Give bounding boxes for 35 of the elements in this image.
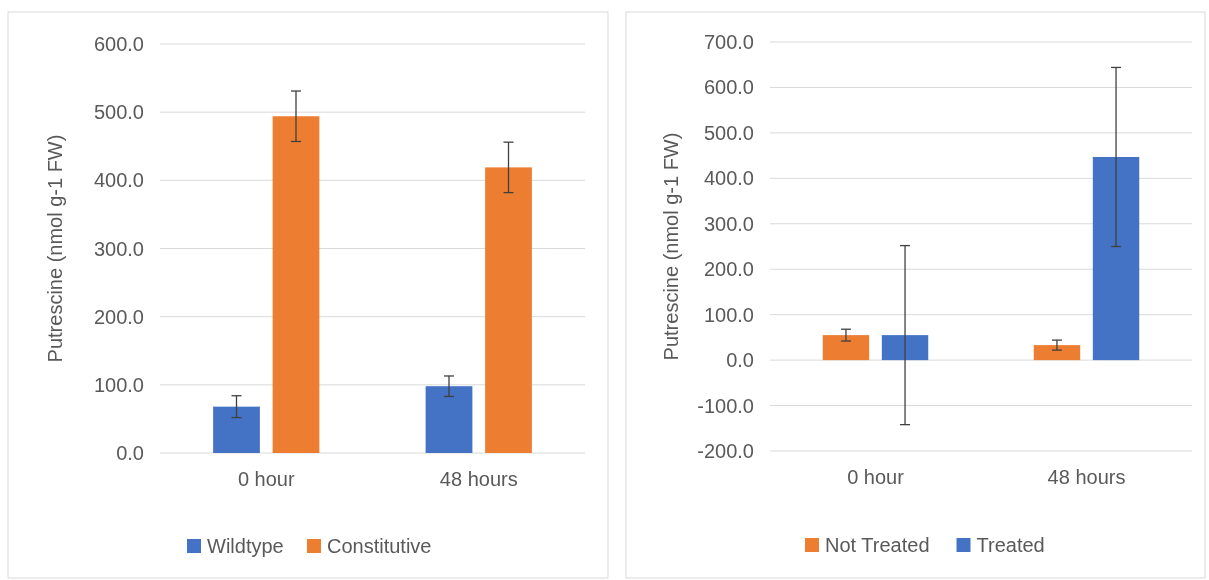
y-axis-title: Putrescine (nmol g-1 FW) — [44, 134, 66, 363]
x-tick-label: 0 hour — [847, 466, 905, 488]
legend-label: Not Treated — [825, 534, 930, 556]
y-tick-label: 0.0 — [726, 349, 754, 372]
y-tick-label: 700.0 — [703, 31, 754, 53]
bar — [213, 406, 260, 453]
x-tick-label: 48 hours — [439, 468, 518, 490]
y-tick-label: 0.0 — [116, 442, 144, 464]
bar — [425, 386, 473, 453]
bar — [881, 335, 929, 361]
y-tick-label: 300.0 — [93, 237, 144, 260]
y-tick-label: 100.0 — [703, 303, 754, 326]
bar — [1033, 345, 1081, 361]
bar — [1092, 156, 1140, 361]
legend-label: Constitutive — [327, 535, 432, 557]
y-tick-label: 500.0 — [703, 121, 754, 144]
y-tick-label: 200.0 — [93, 305, 144, 328]
bar — [822, 335, 870, 361]
y-tick-label: 200.0 — [703, 258, 754, 281]
y-tick-label: 600.0 — [93, 33, 144, 55]
x-tick-label: 48 hours — [1047, 466, 1126, 488]
y-tick-label: 600.0 — [703, 76, 754, 99]
y-tick-label: -100.0 — [697, 394, 754, 417]
y-tick-label: 100.0 — [93, 373, 144, 396]
legend-label: Treated — [976, 534, 1045, 556]
y-tick-label: 400.0 — [703, 167, 754, 190]
y-axis-title: Putrescine (nmol g-1 FW) — [660, 132, 682, 361]
y-tick-label: -200.0 — [697, 440, 754, 462]
x-tick-label: 0 hour — [237, 468, 295, 490]
legend-label: Wildtype — [207, 535, 284, 557]
y-tick-label: 300.0 — [703, 212, 754, 235]
bar — [272, 116, 320, 453]
y-tick-label: 400.0 — [93, 169, 144, 192]
bar — [485, 167, 532, 453]
y-tick-label: 500.0 — [93, 101, 144, 124]
